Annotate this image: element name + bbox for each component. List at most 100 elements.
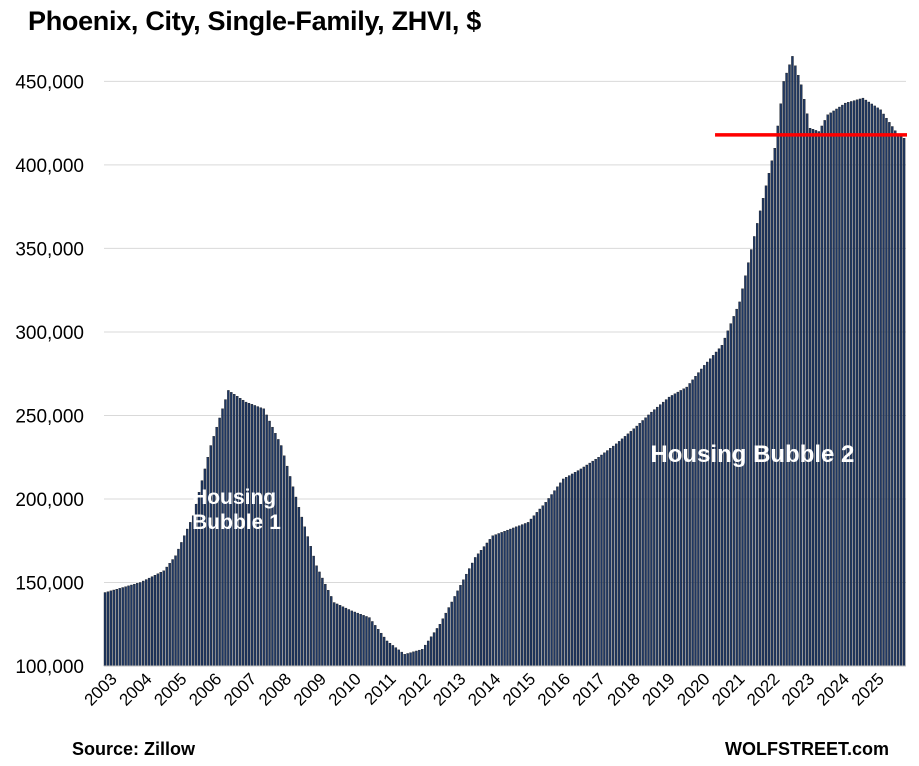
bar	[388, 642, 392, 667]
bar	[359, 614, 362, 667]
bar	[767, 173, 771, 667]
bar	[562, 478, 565, 667]
y-tick-label: 300,000	[15, 323, 84, 344]
bar	[829, 112, 832, 667]
bar	[738, 301, 741, 667]
bar	[764, 185, 768, 667]
bar	[717, 348, 721, 667]
bar	[688, 383, 691, 667]
bar	[814, 130, 818, 667]
bar	[899, 136, 903, 667]
bar	[603, 452, 606, 667]
bar	[174, 555, 177, 667]
bar	[465, 573, 468, 667]
bar	[547, 498, 550, 667]
bar	[567, 475, 571, 667]
bar	[891, 126, 894, 667]
bar	[186, 528, 189, 667]
bar	[344, 607, 348, 667]
bar	[597, 457, 600, 667]
bar	[332, 602, 336, 667]
bar	[700, 368, 703, 667]
bar	[297, 507, 301, 667]
bar	[473, 557, 477, 667]
bar	[744, 275, 747, 667]
bar	[664, 399, 668, 667]
bar	[165, 566, 168, 667]
bar	[858, 98, 862, 667]
bar	[694, 376, 697, 667]
bar	[861, 97, 865, 667]
bar	[406, 653, 409, 667]
bar	[277, 439, 280, 667]
bar	[515, 526, 518, 667]
bar	[682, 388, 685, 667]
bar	[626, 433, 630, 667]
y-tick-label: 250,000	[15, 406, 84, 427]
x-tick-label: 2008	[255, 669, 295, 709]
bar	[553, 490, 556, 667]
bar	[394, 647, 398, 667]
bar	[732, 316, 735, 667]
y-axis-ticks: 100,000 150,000 200,000 250,000 300,000 350,0…	[15, 72, 84, 678]
bar	[676, 391, 680, 667]
bar	[338, 605, 342, 667]
bar	[444, 612, 447, 667]
bar	[400, 651, 403, 667]
bar	[523, 523, 527, 667]
bar	[453, 596, 456, 667]
bar	[512, 527, 515, 667]
bar	[429, 636, 433, 667]
bar	[852, 100, 856, 667]
bar	[379, 632, 383, 667]
bar	[632, 428, 636, 667]
bar	[435, 628, 439, 667]
source-label: Source: Zillow	[72, 739, 196, 759]
x-tick-label: 2014	[464, 669, 504, 709]
bar	[303, 526, 306, 667]
bar	[382, 636, 386, 667]
x-tick-label: 2013	[429, 669, 469, 709]
bar	[817, 131, 821, 667]
bar	[365, 616, 368, 667]
bar	[274, 433, 277, 667]
bar	[191, 515, 195, 667]
bar	[459, 585, 462, 667]
bar	[612, 445, 615, 667]
y-tick-label: 450,000	[15, 72, 84, 93]
bar	[518, 525, 521, 667]
bar	[638, 423, 641, 667]
bar	[635, 425, 638, 667]
x-tick-label: 2011	[360, 669, 399, 708]
bar	[106, 591, 110, 667]
bar	[782, 81, 785, 667]
bar	[570, 473, 574, 667]
bar	[594, 458, 597, 667]
bar	[294, 496, 298, 667]
x-tick-label: 2016	[534, 669, 574, 709]
bar	[585, 464, 589, 667]
annotation-1-line-2: Bubble 1	[192, 511, 281, 534]
bar	[550, 494, 553, 667]
bar	[124, 586, 127, 667]
bar	[189, 522, 192, 667]
bar	[244, 401, 248, 667]
brand-label: WOLFSTREET.com	[724, 739, 889, 759]
bar	[253, 405, 257, 667]
bar	[685, 386, 688, 667]
bar	[180, 542, 183, 667]
x-tick-label: 2023	[778, 669, 818, 709]
bar	[432, 632, 436, 667]
bar	[620, 438, 624, 667]
bar	[262, 408, 265, 667]
bar	[136, 583, 139, 667]
bar	[150, 576, 154, 667]
bar	[247, 403, 251, 667]
bar	[579, 468, 583, 667]
bar	[306, 536, 309, 667]
bar	[838, 106, 841, 667]
bar	[706, 361, 709, 667]
bar	[870, 103, 873, 667]
